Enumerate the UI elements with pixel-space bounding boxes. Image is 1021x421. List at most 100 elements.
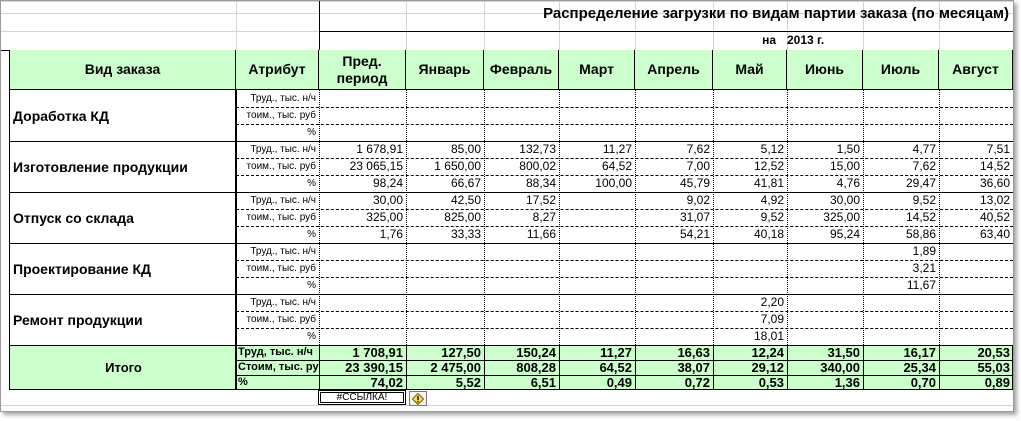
table-cell[interactable]: 5,12	[760, 142, 784, 156]
table-cell[interactable]	[406, 328, 484, 345]
attr-label[interactable]: тоим., тыс. руб	[246, 314, 316, 325]
table-cell[interactable]	[559, 328, 635, 345]
error-diamond-icon[interactable]	[409, 391, 427, 406]
table-cell[interactable]	[319, 260, 406, 277]
table-cell[interactable]	[713, 107, 787, 124]
header-month[interactable]: Июль	[863, 50, 939, 90]
table-cell[interactable]	[484, 90, 559, 107]
table-cell[interactable]: 88,34	[525, 176, 556, 190]
attr-label[interactable]: %	[307, 229, 316, 240]
table-cell[interactable]	[939, 311, 1013, 328]
attr-label[interactable]: тоим., тыс. руб	[246, 212, 316, 223]
table-cell[interactable]: 9,52	[912, 193, 936, 207]
table-cell[interactable]: 29,47	[905, 176, 936, 190]
table-cell[interactable]	[787, 328, 863, 345]
totals-cell[interactable]: 0,49	[606, 375, 632, 390]
table-cell[interactable]	[559, 294, 635, 311]
attr-label[interactable]: %	[307, 280, 316, 291]
totals-cell[interactable]: 0,53	[758, 375, 784, 390]
totals-cell[interactable]: 16,17	[903, 345, 936, 360]
totals-cell[interactable]: 64,52	[599, 360, 632, 375]
attr-label[interactable]: Труд., тыс. н/ч	[250, 195, 316, 206]
table-cell[interactable]: 45,79	[679, 176, 710, 190]
table-cell[interactable]: 7,51	[986, 142, 1010, 156]
totals-cell[interactable]: 38,07	[677, 360, 710, 375]
table-cell[interactable]	[635, 260, 713, 277]
totals-cell[interactable]: 11,27	[600, 345, 632, 360]
header-month[interactable]: Июнь	[787, 50, 863, 90]
totals-cell[interactable]: 16,63	[677, 345, 710, 360]
totals-cell[interactable]: 808,28	[516, 360, 556, 375]
table-cell[interactable]: 13,02	[979, 193, 1010, 207]
table-cell[interactable]: 63,40	[979, 227, 1010, 241]
table-cell[interactable]: 58,86	[905, 227, 936, 241]
table-cell[interactable]	[406, 277, 484, 294]
table-cell[interactable]	[559, 209, 635, 226]
table-cell[interactable]: 9,52	[760, 210, 784, 224]
attr-label[interactable]: Труд., тыс. н/ч	[250, 144, 316, 155]
table-cell[interactable]: 1,76	[379, 227, 403, 241]
totals-label[interactable]: Итого	[9, 345, 236, 390]
table-cell[interactable]	[787, 277, 863, 294]
table-cell[interactable]	[787, 260, 863, 277]
table-cell[interactable]: 17,52	[525, 193, 556, 207]
table-cell[interactable]	[559, 260, 635, 277]
table-cell[interactable]	[484, 328, 559, 345]
group-label[interactable]: Изготовление продукции	[9, 141, 236, 192]
table-cell[interactable]	[559, 90, 635, 107]
table-cell[interactable]	[484, 294, 559, 311]
totals-cell[interactable]: 1,36	[834, 375, 860, 390]
header-month[interactable]: Март	[559, 50, 635, 90]
totals-cell[interactable]: 20,53	[977, 345, 1010, 360]
table-cell[interactable]	[863, 124, 939, 141]
table-cell[interactable]: 41,81	[753, 176, 784, 190]
table-cell[interactable]	[939, 124, 1013, 141]
table-cell[interactable]	[787, 294, 863, 311]
totals-cell[interactable]: 12,24	[751, 345, 784, 360]
table-cell[interactable]: 31,07	[679, 210, 710, 224]
table-cell[interactable]	[559, 192, 635, 209]
table-cell[interactable]: 100,00	[595, 176, 632, 190]
table-cell[interactable]	[863, 328, 939, 345]
table-cell[interactable]: 8,27	[532, 210, 556, 224]
table-cell[interactable]	[635, 311, 713, 328]
table-cell[interactable]	[319, 243, 406, 260]
table-cell[interactable]: 33,33	[450, 227, 481, 241]
attr-label[interactable]: %	[307, 178, 316, 189]
totals-cell[interactable]: 23 390,15	[345, 360, 403, 375]
table-cell[interactable]	[713, 260, 787, 277]
attr-label[interactable]: %	[307, 127, 316, 138]
totals-cell[interactable]: 6,51	[530, 375, 556, 390]
table-cell[interactable]: 30,00	[372, 193, 403, 207]
table-cell[interactable]	[559, 243, 635, 260]
totals-cell[interactable]: 25,34	[903, 360, 936, 375]
totals-cell[interactable]: 2 475,00	[430, 360, 481, 375]
totals-cell[interactable]: 74,02	[370, 375, 403, 390]
table-cell[interactable]	[319, 277, 406, 294]
table-cell[interactable]	[787, 107, 863, 124]
table-cell[interactable]	[559, 107, 635, 124]
table-cell[interactable]	[713, 243, 787, 260]
table-cell[interactable]: 7,62	[686, 142, 710, 156]
totals-cell[interactable]: 0,70	[910, 375, 936, 390]
table-cell[interactable]: 11,66	[526, 227, 556, 241]
table-cell[interactable]	[406, 124, 484, 141]
table-cell[interactable]: 64,52	[601, 159, 632, 173]
table-cell[interactable]: 12,52	[753, 159, 784, 173]
table-cell[interactable]	[863, 90, 939, 107]
table-cell[interactable]	[559, 226, 635, 243]
table-cell[interactable]: 11,27	[602, 142, 632, 156]
totals-cell[interactable]: 55,03	[977, 360, 1010, 375]
table-cell[interactable]	[319, 90, 406, 107]
table-cell[interactable]: 36,60	[979, 176, 1010, 190]
table-cell[interactable]: 800,02	[519, 159, 556, 173]
totals-attr-label[interactable]: Стоим, тыс. руб	[238, 361, 319, 373]
table-cell[interactable]: 4,92	[760, 193, 784, 207]
attr-label[interactable]: Труд., тыс. н/ч	[250, 297, 316, 308]
table-cell[interactable]	[559, 277, 635, 294]
table-cell[interactable]	[406, 311, 484, 328]
attr-label[interactable]: тоим., тыс. руб	[246, 263, 316, 274]
table-cell[interactable]	[939, 294, 1013, 311]
table-cell[interactable]: 85,00	[450, 142, 481, 156]
table-cell[interactable]: 40,52	[979, 210, 1010, 224]
